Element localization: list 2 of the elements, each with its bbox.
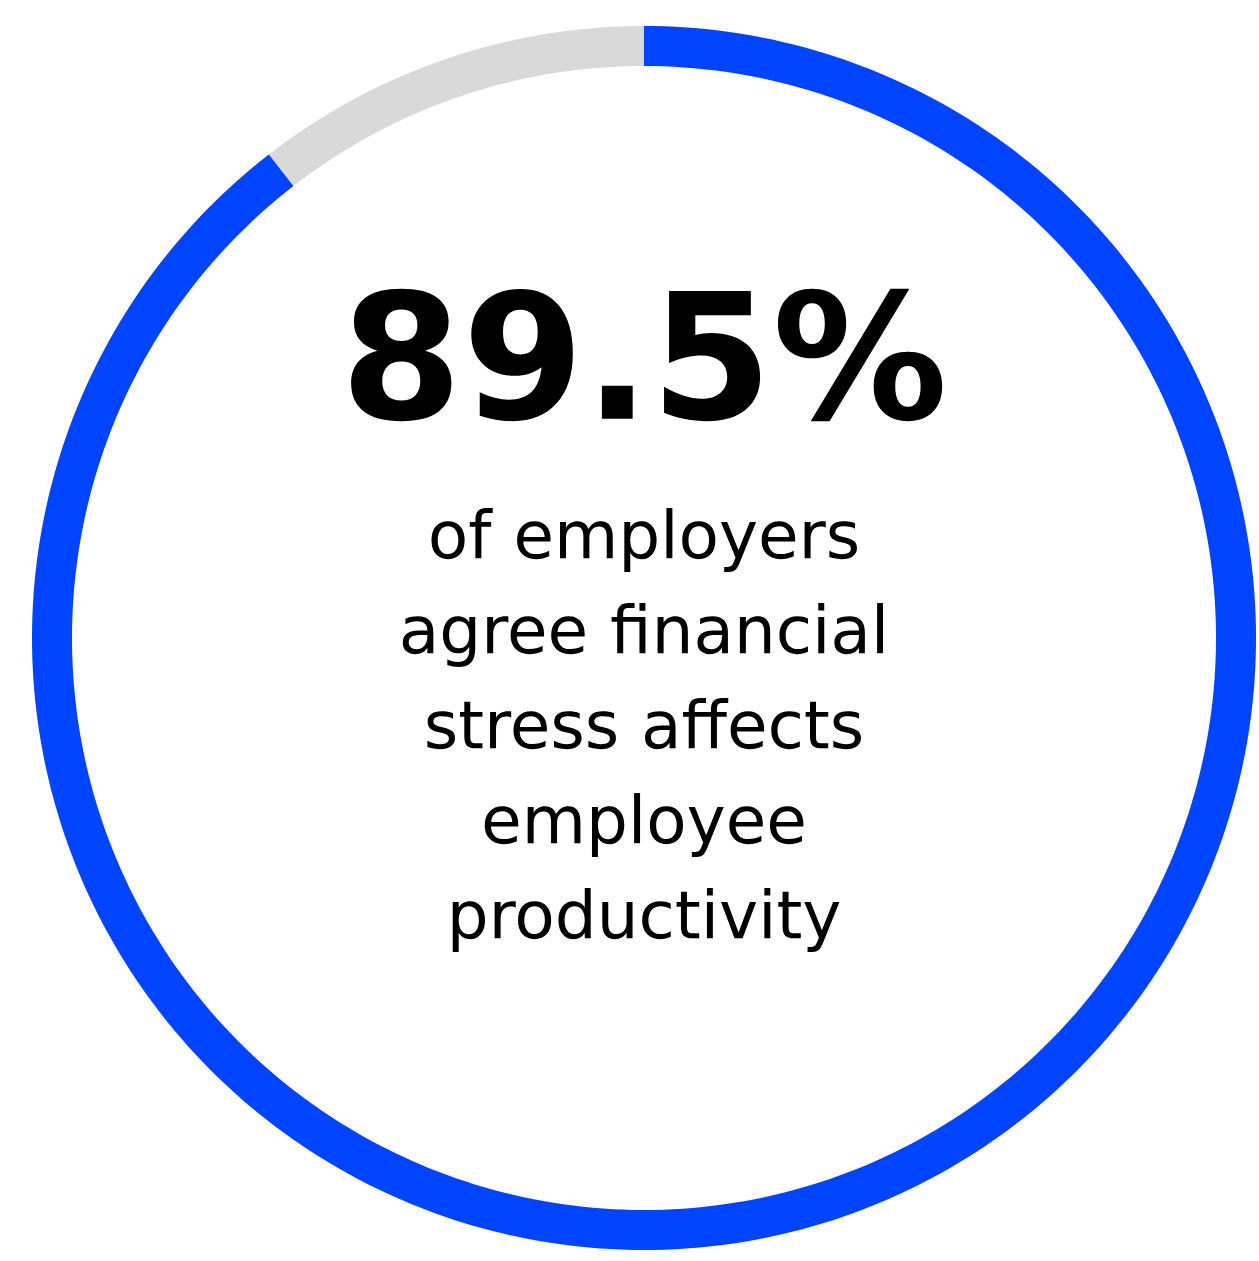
text: of employers agree financial stress affects employee productivity <box>402 508 884 952</box>
data-label: 89.5% <box>351 288 943 422</box>
